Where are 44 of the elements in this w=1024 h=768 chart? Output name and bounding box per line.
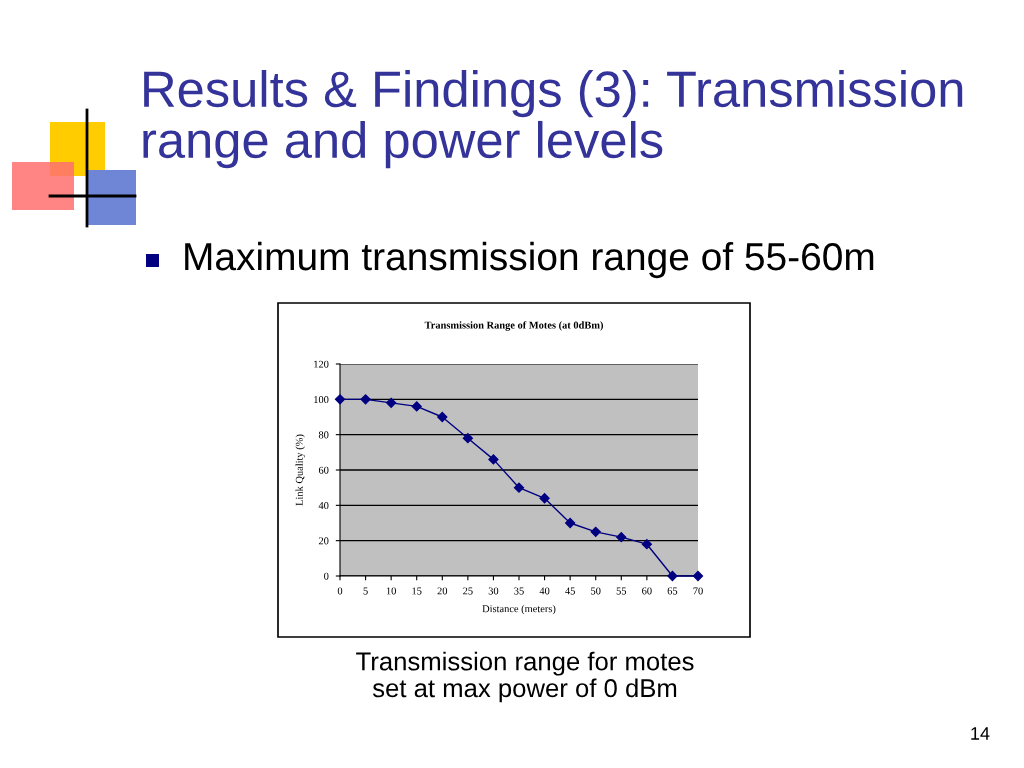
- x-tick-label: 65: [667, 587, 678, 595]
- x-tick-label: 55: [616, 587, 627, 595]
- point: [360, 394, 371, 405]
- x-tick-label: 20: [437, 587, 448, 595]
- point: [590, 526, 601, 537]
- text: Maximum transmission range of 55-60m: [185, 241, 874, 279]
- y-tick-label: 40: [318, 502, 329, 510]
- y-tick-label: 80: [318, 431, 329, 439]
- y-tick-label: 20: [318, 537, 329, 545]
- x-tick-label: 45: [565, 587, 575, 595]
- x-axis-title: Distance (meters): [482, 604, 556, 615]
- point: [565, 517, 576, 529]
- text: 14: [971, 727, 990, 740]
- point: [488, 454, 499, 465]
- x-tick-label: 0: [337, 587, 343, 595]
- x-tick-label: 5: [363, 587, 368, 595]
- x-tick-label: 35: [514, 587, 524, 595]
- point: [667, 570, 678, 582]
- y-axis-title: Link Quality (%): [295, 434, 305, 506]
- x-tick-label: 30: [488, 587, 499, 595]
- x-tick-label: 50: [591, 587, 601, 595]
- x-tick-label: 10: [386, 587, 396, 595]
- point: [616, 532, 627, 543]
- y-tick-label: 120: [314, 360, 329, 368]
- point: [462, 433, 473, 444]
- point: [411, 401, 422, 412]
- x-tick-label: 25: [463, 587, 473, 595]
- text: Results & Findings (3): Transmission range and power levels: [143, 70, 963, 169]
- point: [386, 397, 397, 408]
- x-tick-label: 40: [539, 587, 550, 595]
- x-tick-label: 60: [642, 587, 652, 595]
- y-tick-label: 0: [324, 572, 329, 580]
- point: [513, 482, 525, 493]
- y-tick-label: 60: [318, 466, 329, 474]
- point: [692, 570, 704, 582]
- x-tick-label: 70: [693, 587, 703, 595]
- chart-title: Transmission Range of Motes (at 0dBm): [424, 321, 603, 331]
- text: Transmission range for motes set at max power of 0 dBm: [356, 651, 694, 703]
- point: [334, 394, 346, 405]
- x-tick-label: 15: [412, 587, 422, 595]
- point: [437, 411, 448, 423]
- y-tick-label: 100: [314, 396, 329, 404]
- point: [539, 493, 550, 504]
- point: [641, 539, 652, 550]
